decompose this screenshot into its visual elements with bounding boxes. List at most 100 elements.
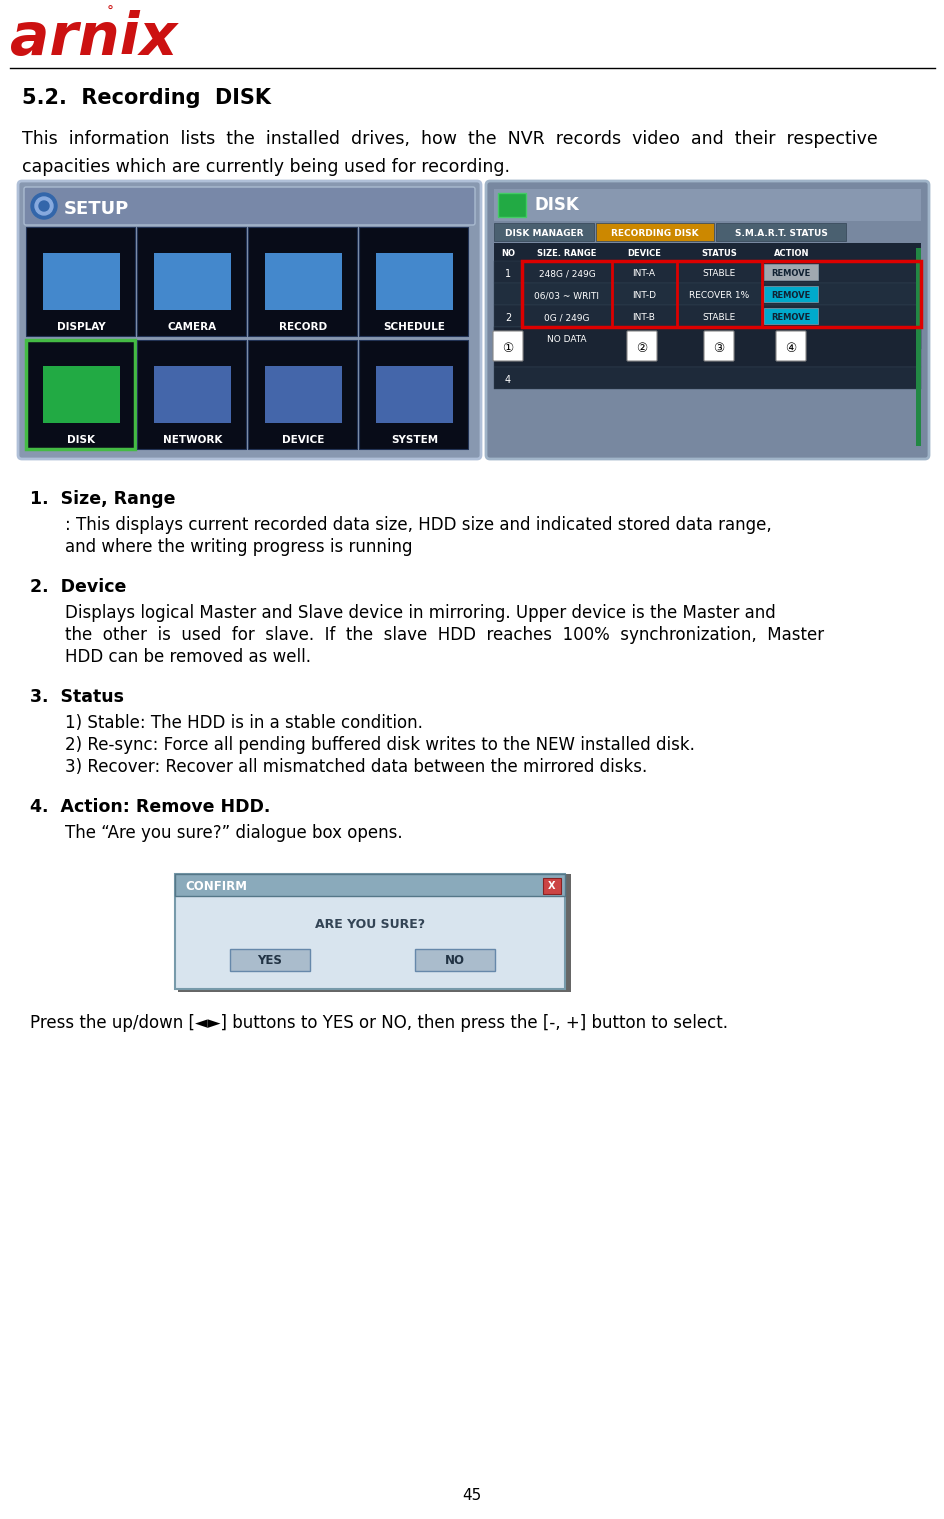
Text: INT-B: INT-B	[632, 313, 655, 322]
Text: ④: ④	[784, 342, 796, 354]
Bar	[543, 878, 561, 895]
Text: REMOVE: REMOVE	[770, 313, 810, 322]
Text: REMOVE: REMOVE	[770, 292, 810, 301]
Text: RECOVER 1%: RECOVER 1%	[688, 292, 749, 301]
Bar	[26, 340, 135, 450]
Text: 3.  Status: 3. Status	[30, 688, 124, 706]
Bar	[137, 226, 245, 336]
Text: SIZE. RANGE: SIZE. RANGE	[537, 249, 596, 258]
Bar	[521, 261, 920, 327]
Text: 1) Stable: The HDD is in a stable condition.: 1) Stable: The HDD is in a stable condit…	[65, 714, 422, 732]
Circle shape	[31, 193, 57, 219]
Bar	[763, 264, 818, 279]
Bar	[376, 254, 453, 310]
Text: 2.  Device: 2. Device	[30, 579, 126, 595]
Bar	[229, 949, 310, 971]
FancyBboxPatch shape	[626, 331, 656, 362]
Text: RECORDING DISK: RECORDING DISK	[611, 229, 698, 238]
Bar	[154, 366, 231, 422]
Text: 1: 1	[504, 269, 511, 279]
Text: 06/03 ~ WRITI: 06/03 ~ WRITI	[534, 292, 598, 301]
Text: STABLE: STABLE	[701, 269, 734, 278]
Bar	[494, 188, 920, 220]
Text: X: X	[548, 881, 555, 892]
Bar	[716, 223, 845, 242]
Text: This  information  lists  the  installed  drives,  how  the  NVR  records  video: This information lists the installed dri…	[22, 131, 877, 147]
FancyBboxPatch shape	[703, 331, 733, 362]
Text: DISK MANAGER: DISK MANAGER	[504, 229, 582, 238]
Bar	[494, 327, 920, 368]
Bar	[497, 193, 526, 217]
Text: STATUS: STATUS	[700, 249, 736, 258]
Text: ③: ③	[713, 342, 724, 354]
Text: SETUP: SETUP	[64, 201, 129, 219]
Bar	[154, 254, 231, 310]
Text: 45: 45	[462, 1487, 481, 1502]
FancyBboxPatch shape	[18, 181, 480, 459]
Bar	[414, 949, 495, 971]
Bar	[494, 223, 594, 242]
Text: ARE YOU SURE?: ARE YOU SURE?	[314, 917, 425, 931]
Text: S.M.A.R.T. STATUS: S.M.A.R.T. STATUS	[733, 229, 827, 238]
Text: DISPLAY: DISPLAY	[58, 322, 106, 333]
Bar	[494, 327, 920, 349]
Bar	[42, 366, 120, 422]
Text: 1.  Size, Range: 1. Size, Range	[30, 491, 176, 507]
Bar	[42, 254, 120, 310]
Text: The “Are you sure?” dialogue box opens.: The “Are you sure?” dialogue box opens.	[65, 823, 402, 842]
Text: 4.  Action: Remove HDD.: 4. Action: Remove HDD.	[30, 797, 270, 816]
FancyBboxPatch shape	[485, 181, 928, 459]
FancyBboxPatch shape	[775, 331, 805, 362]
Text: NO: NO	[445, 954, 464, 966]
Text: ②: ②	[635, 342, 647, 354]
Text: STABLE: STABLE	[701, 313, 734, 322]
Text: Displays logical Master and Slave device in mirroring. Upper device is the Maste: Displays logical Master and Slave device…	[65, 605, 775, 621]
Text: ACTION: ACTION	[773, 249, 809, 258]
Bar	[494, 305, 920, 327]
Text: °: °	[107, 5, 114, 20]
FancyBboxPatch shape	[493, 331, 522, 362]
Text: HDD can be removed as well.: HDD can be removed as well.	[65, 649, 311, 665]
Text: and where the writing progress is running: and where the writing progress is runnin…	[65, 538, 413, 556]
Bar	[175, 873, 565, 989]
Circle shape	[35, 197, 53, 216]
Bar	[247, 340, 357, 450]
Text: DISK: DISK	[67, 434, 95, 445]
Text: : This displays current recorded data size, HDD size and indicated stored data r: : This displays current recorded data si…	[65, 516, 771, 535]
Text: NO: NO	[500, 249, 514, 258]
Bar	[494, 368, 920, 389]
Text: Press the up/down [◄►] buttons to YES or NO, then press the [-, +] button to sel: Press the up/down [◄►] buttons to YES or…	[30, 1015, 727, 1031]
Bar	[175, 873, 565, 896]
Bar	[359, 340, 467, 450]
Text: ①: ①	[502, 342, 514, 354]
Bar	[26, 226, 135, 336]
Bar	[376, 366, 453, 422]
Bar	[494, 283, 920, 305]
Text: NO DATA: NO DATA	[547, 336, 586, 345]
Bar	[247, 226, 357, 336]
Text: CAMERA: CAMERA	[168, 322, 217, 333]
Bar	[264, 254, 342, 310]
Bar	[763, 308, 818, 324]
Text: 5.2.  Recording  DISK: 5.2. Recording DISK	[22, 88, 271, 108]
Text: 0G / 249G: 0G / 249G	[544, 313, 589, 322]
Text: NETWORK: NETWORK	[162, 434, 222, 445]
Text: INT-A: INT-A	[632, 269, 655, 278]
Text: SCHEDULE: SCHEDULE	[383, 322, 445, 333]
Text: SYSTEM: SYSTEM	[391, 434, 438, 445]
Bar	[359, 226, 467, 336]
Text: CONFIRM: CONFIRM	[185, 881, 246, 893]
Bar	[137, 340, 245, 450]
Text: 4: 4	[504, 375, 511, 384]
Text: INT-D: INT-D	[632, 292, 655, 301]
Bar	[763, 286, 818, 302]
Text: DISK: DISK	[533, 196, 578, 214]
FancyBboxPatch shape	[24, 187, 475, 225]
Text: arnix: arnix	[10, 11, 177, 67]
Text: DEVICE: DEVICE	[627, 249, 661, 258]
Circle shape	[39, 201, 49, 211]
Bar	[494, 243, 920, 261]
Text: the  other  is  used  for  slave.  If  the  slave  HDD  reaches  100%  synchroni: the other is used for slave. If the slav…	[65, 626, 823, 644]
Text: DEVICE: DEVICE	[282, 434, 325, 445]
Text: 2) Re-sync: Force all pending buffered disk writes to the NEW installed disk.: 2) Re-sync: Force all pending buffered d…	[65, 737, 694, 753]
